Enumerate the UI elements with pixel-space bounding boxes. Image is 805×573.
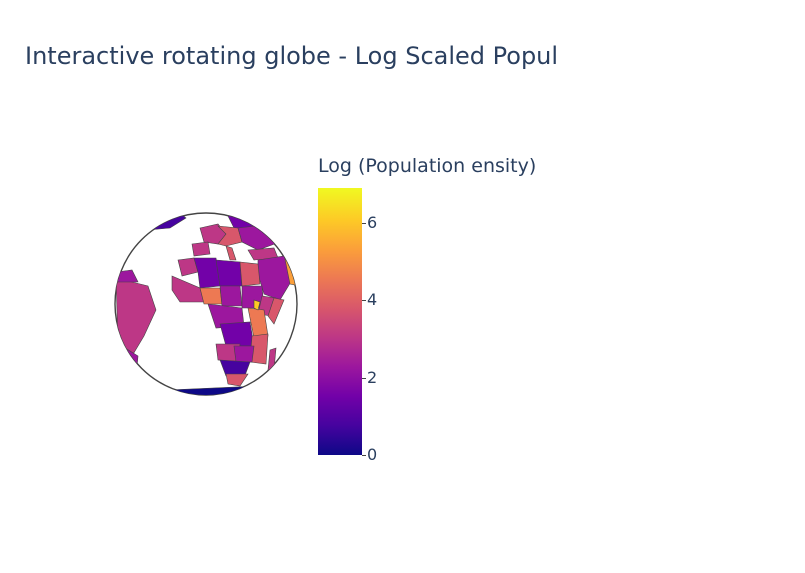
iberia[interactable]: [191, 241, 211, 257]
colorbar-title: Log (Population ensity): [318, 155, 537, 177]
colorbar-tickmark: [362, 223, 366, 224]
somalia[interactable]: [267, 297, 285, 325]
italy[interactable]: [225, 245, 237, 261]
antarctica[interactable]: [167, 385, 259, 402]
colorbar-tick-6: 6: [367, 213, 378, 232]
south-africa[interactable]: [225, 373, 249, 387]
colorbar-tickmark: [362, 455, 366, 456]
egypt[interactable]: [239, 261, 261, 287]
colorbar-tick-4: 4: [367, 290, 378, 309]
libya[interactable]: [215, 259, 243, 287]
globe-map[interactable]: [108, 206, 304, 402]
chart-title: Interactive rotating globe - Log Scaled …: [25, 42, 559, 70]
colorbar: [318, 188, 362, 455]
chad[interactable]: [219, 285, 243, 307]
lake-region[interactable]: [253, 299, 261, 311]
west-africa[interactable]: [171, 275, 205, 303]
drc[interactable]: [219, 321, 255, 347]
algeria[interactable]: [193, 257, 221, 289]
nigeria[interactable]: [199, 287, 223, 305]
colorbar-tickmark: [362, 378, 366, 379]
colorbar-tick-2: 2: [367, 368, 378, 387]
colorbar-tickmark: [362, 300, 366, 301]
country-shapes[interactable]: [115, 212, 300, 402]
chart-title-container: Interactive rotating globe - Log Scaled …: [25, 40, 597, 74]
colorbar-tick-0: 0: [367, 445, 378, 464]
zambia[interactable]: [233, 345, 255, 363]
